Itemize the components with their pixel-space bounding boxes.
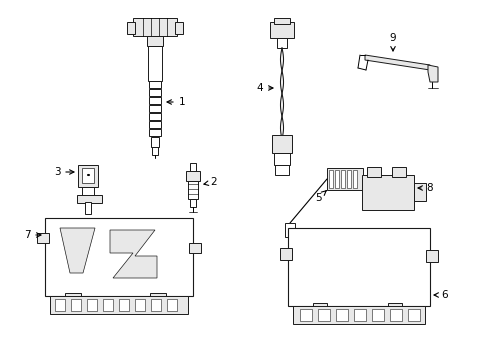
Polygon shape [55, 299, 65, 311]
Polygon shape [185, 171, 200, 181]
Polygon shape [135, 299, 145, 311]
Polygon shape [82, 168, 94, 183]
Polygon shape [334, 170, 338, 188]
Polygon shape [149, 105, 161, 112]
Polygon shape [427, 65, 437, 82]
Polygon shape [149, 81, 161, 88]
Polygon shape [326, 168, 362, 190]
Text: 6: 6 [433, 290, 447, 300]
Polygon shape [361, 175, 413, 210]
Polygon shape [328, 170, 332, 188]
Polygon shape [119, 299, 129, 311]
Polygon shape [269, 22, 293, 38]
Polygon shape [287, 228, 429, 306]
Polygon shape [189, 243, 201, 253]
Circle shape [404, 268, 414, 278]
Polygon shape [110, 230, 157, 278]
Polygon shape [274, 165, 288, 175]
Polygon shape [280, 248, 291, 260]
Polygon shape [391, 167, 405, 177]
Polygon shape [87, 299, 97, 311]
Polygon shape [151, 299, 161, 311]
Polygon shape [276, 38, 286, 48]
Polygon shape [82, 187, 94, 202]
Polygon shape [149, 113, 161, 120]
Polygon shape [299, 309, 311, 321]
Text: 5: 5 [314, 190, 325, 203]
Text: 1: 1 [167, 97, 185, 107]
Text: 2: 2 [203, 177, 217, 187]
Polygon shape [366, 167, 380, 177]
Polygon shape [78, 165, 98, 187]
Polygon shape [273, 153, 289, 165]
Polygon shape [149, 129, 161, 136]
Text: 7: 7 [23, 230, 41, 240]
Polygon shape [371, 309, 383, 321]
Polygon shape [133, 18, 177, 36]
Polygon shape [149, 121, 161, 128]
Polygon shape [317, 309, 329, 321]
Polygon shape [37, 233, 49, 243]
Polygon shape [407, 309, 419, 321]
Polygon shape [190, 163, 196, 171]
Polygon shape [60, 228, 95, 273]
Text: 9: 9 [389, 33, 395, 51]
Polygon shape [413, 183, 425, 201]
Polygon shape [190, 199, 196, 207]
Polygon shape [273, 18, 289, 24]
Polygon shape [312, 303, 326, 313]
Polygon shape [364, 55, 429, 70]
Polygon shape [340, 170, 345, 188]
Polygon shape [127, 22, 135, 34]
Polygon shape [175, 22, 183, 34]
Polygon shape [167, 299, 177, 311]
Polygon shape [271, 135, 291, 153]
Polygon shape [352, 170, 356, 188]
Polygon shape [149, 89, 161, 96]
Polygon shape [389, 309, 401, 321]
Polygon shape [387, 303, 401, 313]
Circle shape [170, 258, 180, 268]
Polygon shape [85, 202, 91, 214]
Polygon shape [77, 195, 102, 203]
Polygon shape [150, 293, 165, 303]
Polygon shape [335, 309, 347, 321]
Polygon shape [292, 306, 424, 324]
Polygon shape [285, 223, 294, 237]
Polygon shape [103, 299, 113, 311]
Polygon shape [65, 293, 81, 303]
Polygon shape [71, 299, 81, 311]
Polygon shape [353, 309, 365, 321]
Polygon shape [148, 46, 162, 81]
Polygon shape [425, 250, 437, 262]
Polygon shape [152, 147, 158, 155]
Polygon shape [50, 296, 187, 314]
Polygon shape [45, 218, 193, 296]
Text: 4: 4 [256, 83, 272, 93]
Polygon shape [346, 170, 350, 188]
Polygon shape [151, 137, 159, 147]
Polygon shape [147, 36, 163, 46]
Text: 8: 8 [417, 183, 432, 193]
Text: 3: 3 [54, 167, 74, 177]
Polygon shape [187, 181, 198, 199]
Polygon shape [149, 97, 161, 104]
